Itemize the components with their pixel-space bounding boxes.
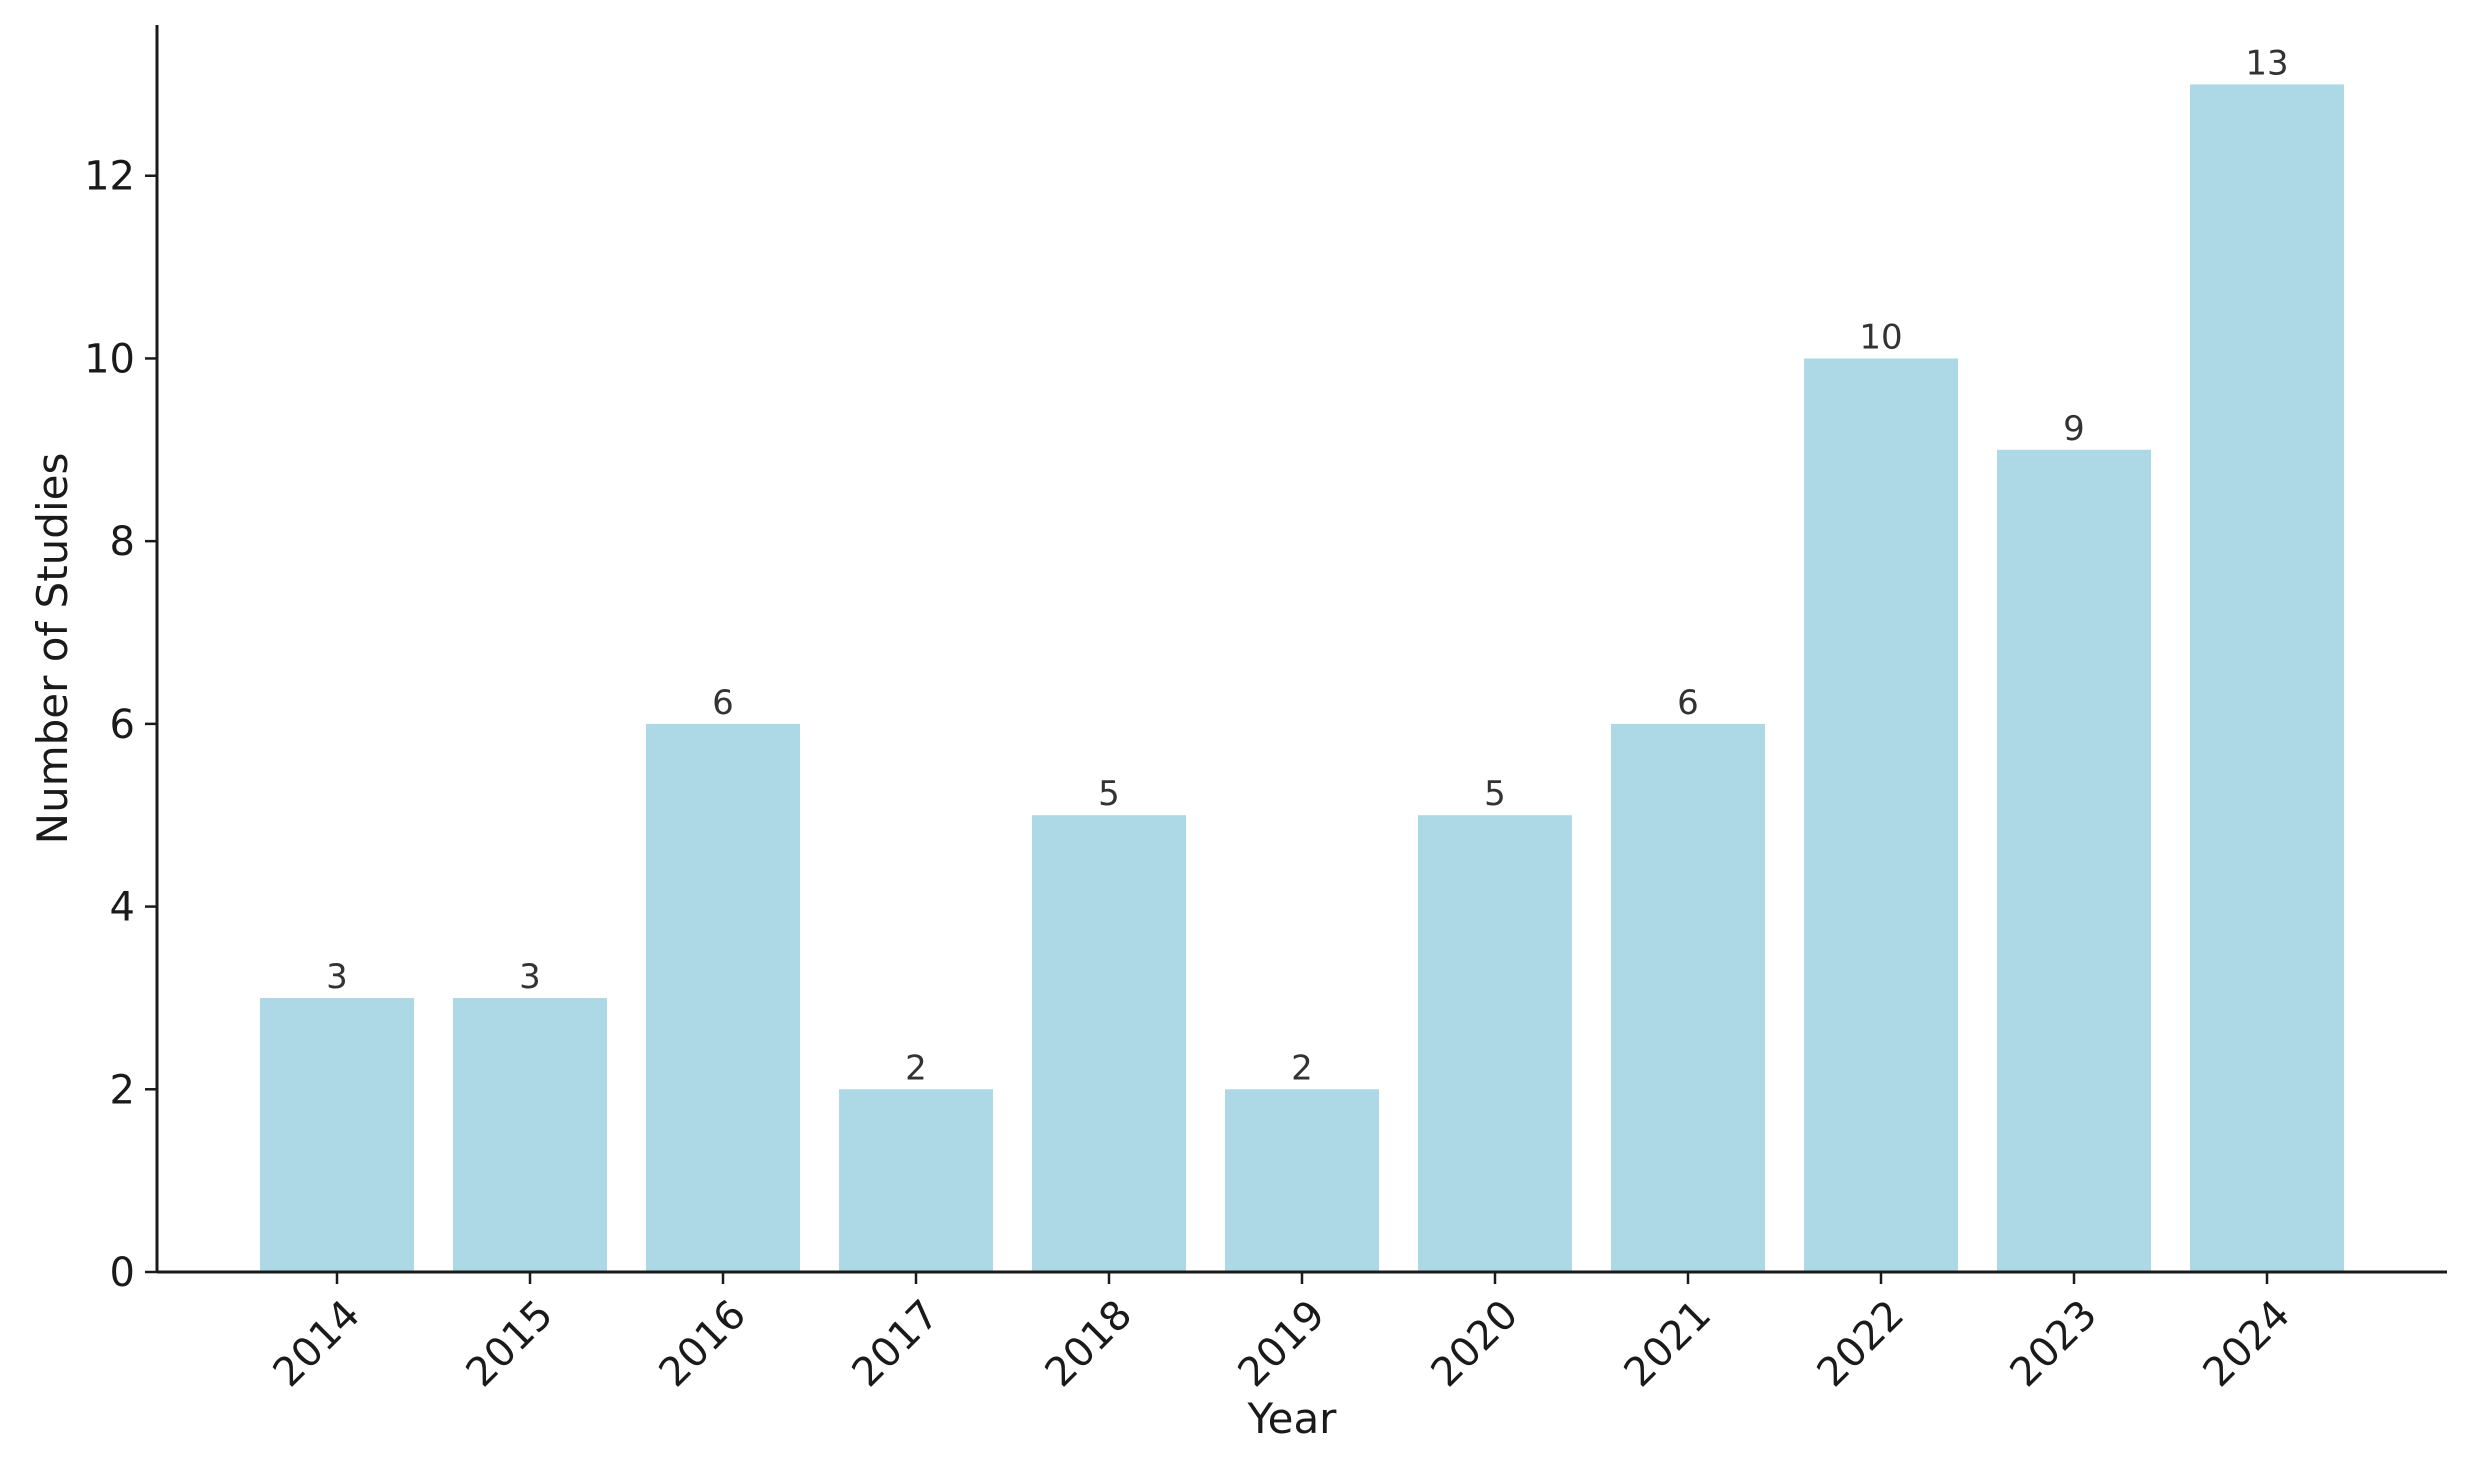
y-axis-title: Number of Studies (28, 453, 77, 845)
bar-2018 (1032, 815, 1186, 1272)
bar-value-label-2019: 2 (1291, 1048, 1313, 1088)
x-tick-label-2020: 2020 (1423, 1292, 1528, 1397)
bar-2024 (2190, 84, 2344, 1272)
bar-value-label-2021: 6 (1677, 683, 1699, 723)
bar-2017 (839, 1089, 993, 1272)
bar-2021 (1611, 723, 1765, 1272)
y-tick-label-2: 2 (110, 1067, 135, 1113)
bar-2020 (1418, 815, 1572, 1272)
x-tick-label-2018: 2018 (1037, 1292, 1142, 1397)
bar-2016 (646, 723, 800, 1272)
bar-value-label-2024: 13 (2245, 43, 2288, 83)
bar-2015 (453, 997, 607, 1272)
y-tick-label-6: 6 (110, 702, 135, 748)
bar-2022 (1804, 358, 1958, 1272)
bar-value-label-2015: 3 (519, 957, 541, 997)
x-axis-title: Year (1247, 1394, 1338, 1443)
x-tick-label-2019: 2019 (1230, 1292, 1335, 1397)
bar-labels-group: 3 3 6 2 5 2 5 6 10 9 13 (326, 43, 2288, 1088)
y-tick-label-0: 0 (110, 1250, 135, 1296)
x-tick-label-2022: 2022 (1809, 1292, 1914, 1397)
bar-value-label-2016: 6 (712, 683, 734, 723)
bar-2019 (1225, 1089, 1379, 1272)
bar-value-label-2022: 10 (1859, 317, 1902, 357)
y-tick-label-4: 4 (110, 885, 135, 931)
bar-value-label-2014: 3 (326, 957, 348, 997)
bar-value-label-2018: 5 (1098, 774, 1120, 814)
bars-group (260, 84, 2344, 1272)
x-ticks-group: 2014 2015 2016 2017 2018 2019 2020 2021 2022 2023… (265, 1272, 2300, 1397)
bar-value-label-2020: 5 (1484, 774, 1506, 814)
x-tick-label-2015: 2015 (458, 1292, 563, 1397)
x-tick-label-2016: 2016 (651, 1292, 756, 1397)
x-tick-label-2021: 2021 (1616, 1292, 1721, 1397)
y-tick-label-8: 8 (110, 519, 135, 565)
x-tick-label-2017: 2017 (844, 1292, 949, 1397)
y-ticks-group: 0 2 4 6 8 10 12 (84, 154, 157, 1296)
bar-value-label-2023: 9 (2063, 409, 2085, 449)
bar-2023 (1997, 449, 2151, 1272)
x-tick-label-2014: 2014 (265, 1292, 370, 1397)
y-tick-label-10: 10 (84, 336, 135, 382)
y-tick-label-12: 12 (84, 154, 135, 200)
bar-2014 (260, 997, 414, 1272)
x-tick-label-2023: 2023 (2002, 1292, 2107, 1397)
x-tick-label-2024: 2024 (2195, 1292, 2300, 1397)
bar-value-label-2017: 2 (905, 1048, 927, 1088)
